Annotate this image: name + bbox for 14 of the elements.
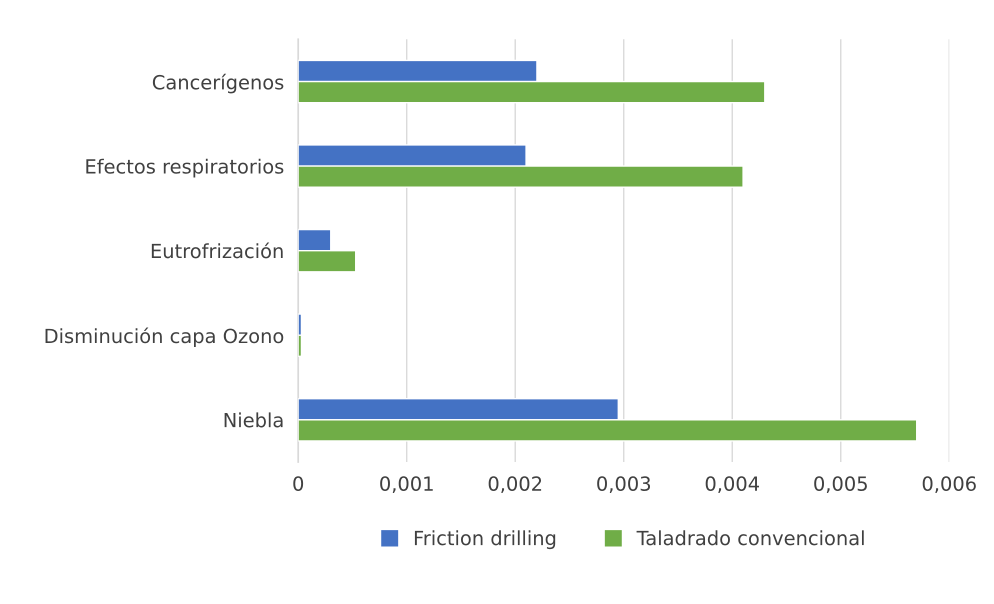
y-tick-label: Disminución capa Ozono [46, 327, 284, 348]
y-tick-label: Niebla [224, 412, 283, 428]
legend-label: Taladrado convencional [636, 530, 864, 546]
x-tick-label: 0,004 [706, 476, 759, 493]
y-tick-label: Efectos respiratorios [86, 158, 284, 178]
x-tick-label: 0,002 [488, 476, 542, 493]
x-tick-label: 0,001 [380, 476, 433, 493]
x-tick-label: 0,005 [814, 476, 867, 493]
legend-label: Friction drilling [414, 530, 556, 550]
x-tick-label: 0 [293, 476, 304, 491]
x-tick-label: 0,003 [597, 476, 650, 493]
y-tick-label: Eutrofrización [152, 242, 283, 258]
x-tick-label: 0,006 [922, 476, 976, 493]
y-tick-label: Cancerígenos [152, 74, 284, 94]
